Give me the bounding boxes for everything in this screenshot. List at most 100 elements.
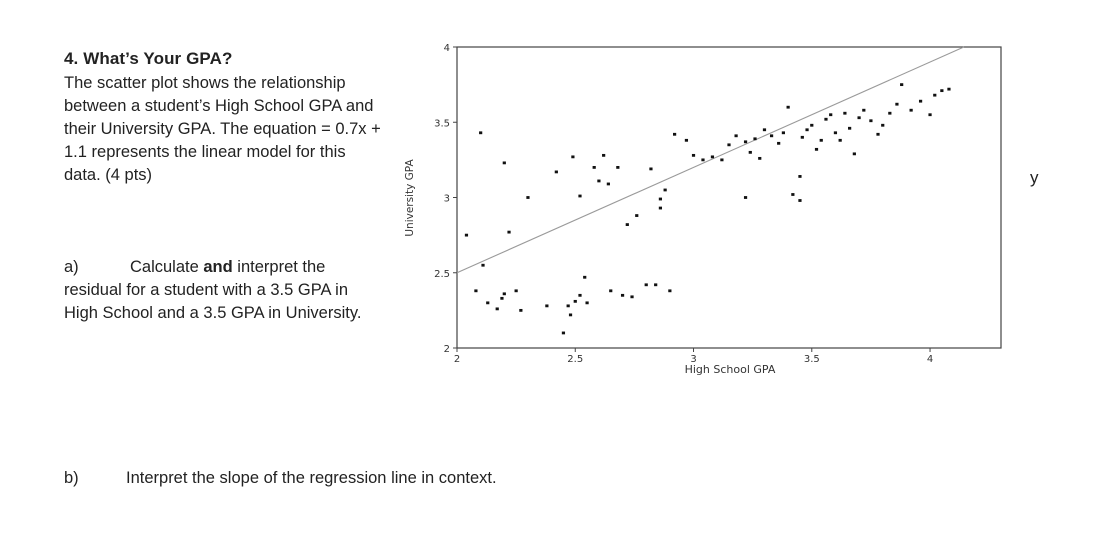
data-point	[838, 138, 842, 142]
data-point	[507, 230, 511, 234]
data-point	[526, 196, 530, 199]
data-point	[495, 307, 499, 311]
data-point	[791, 193, 795, 196]
data-point	[814, 147, 819, 151]
data-point	[786, 105, 790, 109]
y-tick-label: 2	[444, 344, 450, 355]
data-point	[481, 263, 485, 267]
data-point	[658, 197, 663, 201]
data-point	[888, 111, 892, 115]
data-point	[474, 289, 478, 293]
data-point	[566, 304, 570, 308]
data-point	[630, 295, 634, 299]
data-point	[909, 108, 913, 112]
data-point	[502, 161, 506, 165]
data-point	[635, 214, 639, 217]
data-point	[486, 301, 490, 305]
data-point	[800, 135, 804, 139]
data-point	[895, 102, 899, 106]
data-point	[609, 289, 613, 293]
data-point	[663, 188, 667, 192]
data-point	[701, 158, 705, 162]
data-point	[673, 132, 677, 136]
data-point	[852, 152, 856, 156]
x-tick-label: 2	[454, 354, 460, 365]
scatter-plot: 2 2.5 3 3.5 4 2 2.5 3 3.5 4 High School GPA Unive…	[404, 43, 1002, 376]
part-a-text-before: Calculate	[130, 258, 204, 276]
question-text: The scatter plot shows the relationship …	[64, 74, 381, 184]
data-point	[602, 153, 606, 157]
data-point	[758, 156, 762, 160]
y-tick-label: 3	[444, 194, 450, 205]
data-point	[933, 93, 937, 97]
data-point	[947, 87, 951, 91]
x-tick-label: 4	[927, 354, 933, 365]
data-point	[928, 113, 932, 117]
x-axis-label: High School GPA	[685, 363, 776, 376]
question-block: 4. What’s Your GPA? The scatter plot sho…	[64, 49, 384, 187]
data-point	[876, 132, 880, 136]
data-point	[900, 83, 904, 87]
data-point	[568, 313, 573, 317]
part-b-label: b)	[64, 469, 79, 487]
data-point	[649, 167, 653, 171]
part-a-bold: and	[203, 258, 233, 276]
data-point	[805, 128, 809, 132]
data-point	[545, 304, 549, 308]
data-point	[500, 296, 504, 300]
y-tick-label: 4	[444, 43, 450, 54]
data-point	[940, 89, 944, 93]
data-point	[819, 138, 823, 142]
data-point	[479, 131, 483, 135]
regression-line	[456, 46, 965, 274]
question-title: 4. What’s Your GPA?	[64, 49, 233, 68]
data-point	[798, 175, 802, 178]
y-tick-label: 2.5	[434, 269, 450, 280]
data-point	[502, 292, 506, 296]
data-point	[843, 111, 847, 115]
data-point	[668, 289, 672, 293]
data-points	[464, 83, 951, 335]
data-point	[727, 143, 731, 147]
y-tick-label: 3.5	[434, 118, 450, 129]
data-point	[918, 99, 923, 103]
data-point	[561, 331, 566, 335]
x-tick-label: 3.5	[804, 354, 820, 365]
data-point	[684, 138, 689, 142]
data-point	[514, 289, 518, 293]
data-point	[848, 126, 852, 130]
data-point	[554, 170, 558, 174]
y-axis-label: University GPA	[404, 159, 416, 237]
part-b: b) Interpret the slope of the regression …	[64, 469, 497, 488]
data-point	[862, 108, 866, 112]
data-point	[869, 119, 873, 123]
data-point	[781, 131, 785, 135]
data-point	[592, 166, 596, 169]
data-point	[769, 134, 774, 138]
data-point	[573, 299, 577, 303]
data-point	[829, 113, 833, 117]
data-point	[606, 182, 610, 186]
data-point	[597, 179, 601, 183]
data-point	[833, 131, 838, 135]
data-point	[578, 194, 582, 198]
data-point	[691, 153, 696, 157]
part-a-text-after: interpret the residual for a student wit…	[64, 258, 362, 322]
plot-axes: 2 2.5 3 3.5 4 2 2.5 3 3.5 4	[434, 43, 933, 365]
data-point	[734, 134, 738, 138]
data-point	[824, 117, 828, 121]
data-point	[654, 283, 658, 287]
data-point	[743, 196, 748, 199]
data-point	[658, 206, 663, 210]
data-point	[644, 283, 648, 287]
data-point	[519, 308, 523, 312]
data-point	[464, 233, 469, 237]
data-point	[616, 166, 620, 169]
data-point	[748, 150, 752, 154]
data-point	[710, 155, 715, 159]
data-point	[625, 223, 629, 226]
data-point	[762, 128, 767, 132]
data-point	[777, 141, 781, 145]
data-point	[857, 116, 861, 120]
data-point	[720, 158, 724, 162]
